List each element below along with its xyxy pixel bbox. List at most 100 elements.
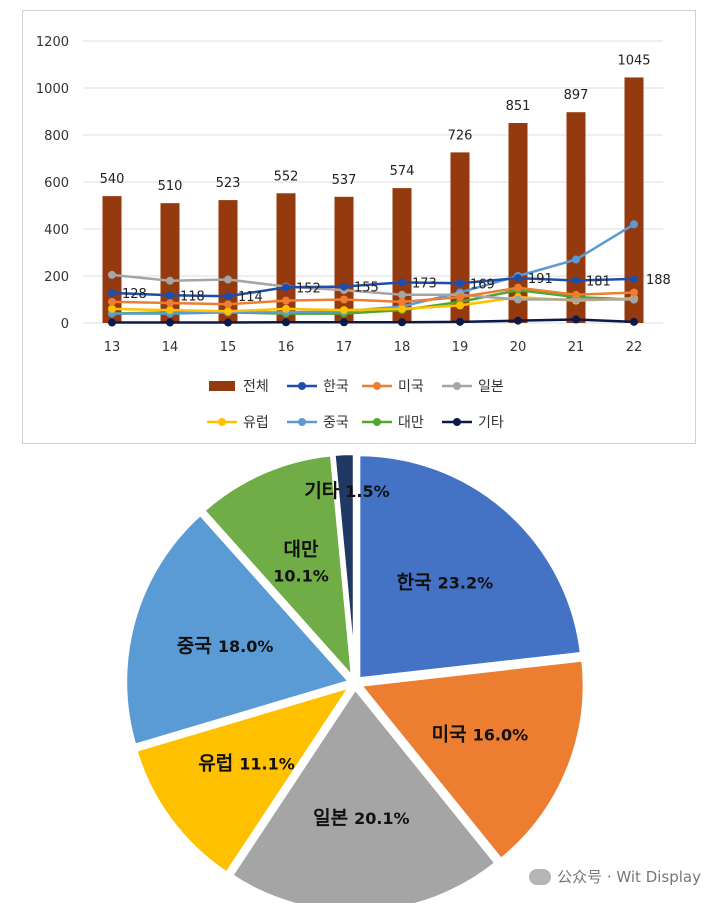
line-point (166, 318, 174, 327)
pie-slice (200, 452, 356, 685)
bar-data-label: 540 (100, 172, 125, 187)
line-point (514, 295, 522, 304)
wechat-icon (529, 868, 552, 885)
line-point (108, 270, 116, 279)
pie-slice-label: 중국 18.0% (177, 635, 273, 657)
line-data-label: 169 (470, 277, 495, 292)
line-data-label: 173 (412, 276, 437, 291)
line-point (224, 300, 232, 309)
line-point (282, 283, 290, 292)
line-data-label: 152 (296, 281, 321, 296)
pie-slice-label: 대만 (284, 538, 319, 560)
slice-name: 유럽 (198, 752, 233, 774)
line-point (224, 292, 232, 301)
x-tick-label: 21 (568, 340, 585, 355)
line-point (456, 317, 464, 326)
pie-slice (355, 657, 587, 863)
line-point (630, 295, 638, 304)
bar-data-label: 897 (564, 88, 589, 103)
watermark: 公众号 · Wit Display (529, 866, 701, 887)
x-tick-label: 15 (220, 340, 237, 355)
slice-percent: 18.0% (218, 637, 274, 656)
bar (102, 196, 122, 323)
line-point (282, 318, 290, 327)
y-tick-label: 200 (44, 270, 69, 285)
slice-name: 기타 (304, 480, 339, 502)
x-tick-label: 16 (278, 340, 295, 355)
line-data-label: 188 (646, 273, 671, 288)
legend-swatch (209, 381, 235, 391)
line-point (456, 293, 464, 302)
slice-name: 한국 (397, 571, 432, 593)
pie-slice (356, 452, 585, 682)
line-point (398, 318, 406, 327)
line-point (224, 318, 232, 327)
line-point (166, 299, 174, 308)
legend-marker (373, 382, 381, 390)
pie-chart-panel: 한국 23.2% 미국 16.0% 일본 20.1% 유럽 11.1% 중국 18.0% 대만 10.… (0, 451, 715, 907)
legend-label: 미국 (398, 379, 424, 395)
slice-percent: 16.0% (473, 725, 529, 744)
pie-slice (228, 684, 500, 907)
line-point (224, 275, 232, 284)
line-point (166, 291, 174, 300)
line-point (166, 306, 174, 315)
series-line (111, 273, 634, 301)
legend-marker (373, 418, 381, 426)
pie-chart: 한국 23.2% 미국 16.0% 일본 20.1% 유럽 11.1% 중국 18.0% 대만 10.… (123, 451, 587, 907)
slice-percent: 11.1% (239, 754, 295, 773)
pie-slice-label: 기타 1.5% (304, 480, 389, 502)
legend-label: 유럽 (243, 415, 269, 431)
bar-data-label: 552 (274, 169, 299, 184)
bar-data-label: 537 (332, 173, 357, 188)
line-point (514, 283, 522, 292)
legend-label: 한국 (323, 379, 349, 395)
bar (160, 203, 180, 323)
line-point (398, 304, 406, 313)
y-tick-label: 1000 (36, 82, 69, 97)
line-point (456, 301, 464, 310)
line-point (456, 279, 464, 288)
bar (392, 188, 412, 323)
line-data-label: 128 (122, 287, 147, 302)
slice-name: 중국 (177, 635, 212, 657)
line-point (108, 288, 116, 297)
line-data-label: 155 (354, 281, 379, 296)
bar (218, 200, 238, 323)
line-point (572, 290, 580, 299)
pie-slice-label: 미국 16.0% (432, 723, 528, 745)
line-data-label: 181 (586, 274, 611, 289)
legend-marker (298, 382, 306, 390)
bar-data-label: 510 (158, 179, 183, 194)
line-point (282, 296, 290, 305)
line-point (514, 274, 522, 283)
line-point (514, 316, 522, 325)
line-point (630, 220, 638, 229)
legend-label: 대만 (398, 415, 424, 431)
line-point (340, 318, 348, 327)
legend-label: 일본 (478, 379, 504, 395)
bar-data-label: 1045 (617, 53, 650, 68)
combo-chart: 0 200 400 600 800 1000 1200 13 14 15 16 17 18 19 20 21 2… (36, 35, 671, 431)
line-point (630, 317, 638, 326)
x-tick-label: 19 (452, 340, 469, 355)
legend-marker (453, 418, 461, 426)
line-point (572, 255, 580, 264)
x-tick-label: 20 (510, 340, 527, 355)
pie-slice-label: 일본 20.1% (313, 807, 409, 829)
pie-slice-label: 10.1% (273, 566, 329, 585)
x-tick-label: 17 (336, 340, 353, 355)
combo-chart-panel: 0 200 400 600 800 1000 1200 13 14 15 16 17 18 19 20 21 2… (22, 10, 696, 444)
watermark-text: 公众号 · Wit Display (557, 868, 701, 886)
bar (508, 123, 528, 323)
line-point (630, 288, 638, 297)
pie-slice-label: 유럽 11.1% (198, 752, 294, 774)
x-tick-label: 13 (104, 340, 121, 355)
slice-percent: 1.5% (345, 482, 389, 501)
series-line (111, 276, 635, 298)
slice-name: 일본 (313, 807, 348, 829)
x-tick-label: 18 (394, 340, 411, 355)
line-point (108, 304, 116, 313)
bar (624, 77, 644, 323)
pie-slice (123, 510, 354, 749)
